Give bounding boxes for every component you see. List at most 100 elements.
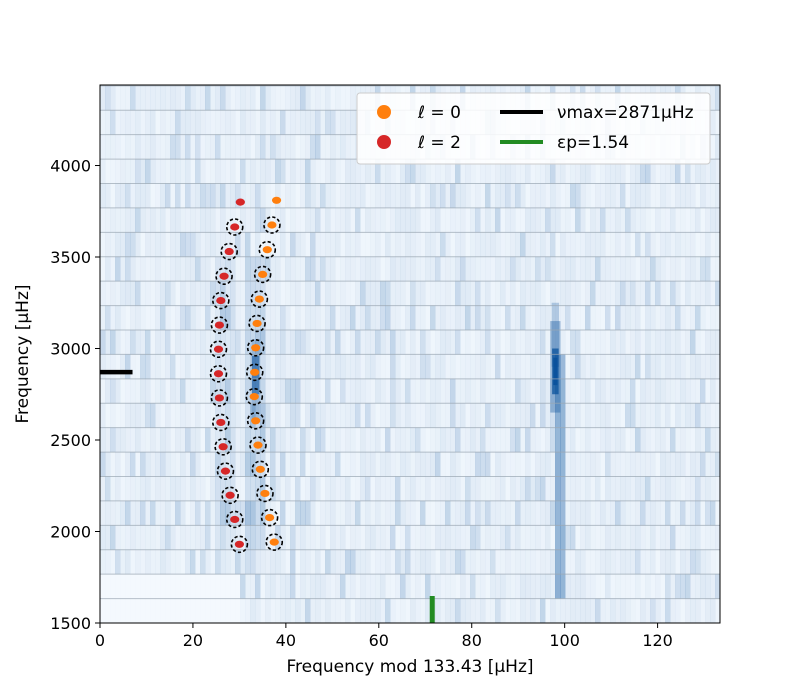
heat-cell <box>585 525 591 550</box>
heat-cell <box>470 232 476 257</box>
heat-cell <box>290 354 296 379</box>
heat-cell <box>600 598 606 623</box>
heat-cell <box>220 574 225 598</box>
heat-cell <box>380 281 386 306</box>
heat-cell <box>115 134 121 160</box>
heat-cell <box>535 403 541 428</box>
heat-cell <box>195 207 201 233</box>
heat-cell <box>575 183 581 208</box>
heat-cell <box>360 232 365 256</box>
heat-cell <box>385 378 391 404</box>
heat-cell <box>320 256 326 282</box>
heat-cell <box>710 207 716 233</box>
heat-cell <box>590 525 596 550</box>
heat-cell <box>575 256 581 282</box>
heat-cell <box>250 305 256 330</box>
heat-cell <box>430 159 436 184</box>
heat-cell <box>475 378 481 404</box>
heat-cell <box>560 427 566 453</box>
heat-cell <box>165 379 170 403</box>
heat-cell <box>625 232 631 257</box>
heat-cell <box>120 599 125 623</box>
mode-fit-ring <box>245 363 264 382</box>
heat-cell <box>420 574 425 598</box>
heat-cell <box>405 574 411 599</box>
heat-cell <box>695 207 701 233</box>
heat-cell <box>380 549 386 575</box>
heat-cell <box>400 500 406 526</box>
heat-cell <box>580 403 586 428</box>
heat-cell <box>135 330 141 355</box>
heat-cell <box>390 378 396 404</box>
heat-cell <box>270 549 276 575</box>
heat-cell <box>180 378 186 404</box>
heat-cell <box>155 110 160 134</box>
heat-cell <box>285 427 291 453</box>
heat-cell <box>260 427 266 453</box>
heat-cell <box>200 134 206 160</box>
heat-cell <box>125 85 131 111</box>
heat-cell <box>205 549 211 575</box>
heat-cell <box>625 305 631 330</box>
heat-cell <box>365 207 371 233</box>
heat-cell <box>360 598 366 623</box>
heat-cell <box>535 159 541 184</box>
heat-cell <box>675 256 681 282</box>
heat-cell <box>135 110 141 135</box>
heat-cell <box>425 85 431 86</box>
heat-cell <box>340 330 346 355</box>
heat-cell <box>350 427 356 453</box>
heat-cell <box>700 305 706 330</box>
heat-cell <box>635 257 640 281</box>
heat-cell <box>175 525 181 550</box>
heat-cell <box>175 134 181 160</box>
heat-cell <box>490 549 496 575</box>
heat-cell <box>250 574 256 599</box>
heat-cell <box>115 500 121 526</box>
heat-cell <box>675 452 681 477</box>
heat-cell <box>535 256 541 282</box>
heat-cell <box>240 159 246 184</box>
heat-cell <box>400 525 406 550</box>
heat-cell <box>335 232 341 257</box>
mode-fit-ring <box>250 290 269 308</box>
heat-cell <box>245 378 251 404</box>
heat-cell <box>350 110 356 135</box>
heat-cell <box>250 110 256 135</box>
heat-cell <box>625 574 630 598</box>
heat-cell <box>610 354 616 379</box>
heat-cell <box>635 85 641 86</box>
heat-cell <box>620 500 626 526</box>
heat-cell <box>515 549 521 575</box>
heat-cell <box>480 207 486 233</box>
heat-cell <box>325 256 331 282</box>
heat-cell <box>510 379 515 403</box>
heat-cell <box>210 232 216 257</box>
heat-cell <box>485 598 491 623</box>
heat-cell <box>610 427 616 453</box>
heat-cell <box>390 256 396 282</box>
heat-cell <box>290 183 296 208</box>
heat-cell <box>635 232 641 257</box>
heat-cell <box>525 159 531 184</box>
heat-cell <box>715 525 720 550</box>
heat-cell <box>185 85 191 111</box>
heat-cell <box>350 208 355 232</box>
heat-cell <box>365 525 371 550</box>
heat-cell <box>155 574 160 598</box>
heat-cell <box>235 256 241 282</box>
heat-cell <box>465 256 471 282</box>
heat-cell <box>300 354 306 379</box>
heat-cell <box>675 159 681 184</box>
heat-cell <box>475 452 481 477</box>
heat-cell <box>530 281 536 306</box>
heat-cell <box>245 159 251 184</box>
heat-cell <box>175 378 181 404</box>
heat-cell <box>375 159 381 184</box>
heat-cell <box>100 110 106 135</box>
heat-cell <box>355 232 361 257</box>
heat-cell <box>110 256 116 282</box>
heat-cell <box>415 598 421 623</box>
heat-cell <box>590 500 596 526</box>
heat-cell <box>540 574 546 599</box>
